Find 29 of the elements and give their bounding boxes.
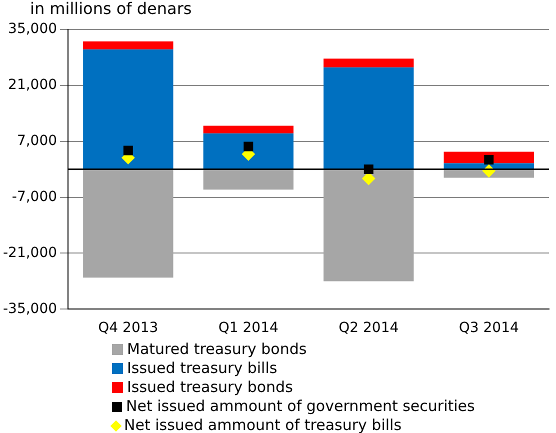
y-tick-label: -7,000 xyxy=(12,188,58,205)
bar xyxy=(83,49,174,170)
x-tick-label: Q1 2014 xyxy=(218,320,278,336)
point xyxy=(244,142,254,152)
y-tick-label: 35,000 xyxy=(8,21,58,38)
bar xyxy=(83,41,174,50)
bar xyxy=(203,126,294,134)
bar xyxy=(83,169,174,278)
legend-label: Net issued ammount of government securities xyxy=(126,397,475,416)
y-tick-label: 21,000 xyxy=(8,77,58,93)
chart-title: in millions of denars xyxy=(29,0,193,18)
y-tick-label: -21,000 xyxy=(2,244,58,261)
point xyxy=(484,154,494,164)
bar xyxy=(324,169,414,282)
bar xyxy=(203,169,294,190)
y-tick-label: 7,000 xyxy=(16,132,58,149)
point xyxy=(123,146,133,156)
bar xyxy=(203,133,294,170)
x-tick-label: Q3 2014 xyxy=(458,320,519,336)
legend-label: Net issued ammount of treasury bills xyxy=(124,416,402,433)
x-tick-label: Q2 2014 xyxy=(338,320,399,336)
legend-label: Issued treasury bonds xyxy=(127,378,293,397)
y-tick-label: -35,000 xyxy=(2,300,58,317)
bar xyxy=(324,58,414,68)
bar xyxy=(324,67,414,170)
legend-label: Matured treasury bonds xyxy=(127,340,307,359)
legend-label: Issued treasury bills xyxy=(127,359,278,378)
x-tick-label: Q4 2013 xyxy=(98,320,158,336)
bar xyxy=(444,152,534,164)
